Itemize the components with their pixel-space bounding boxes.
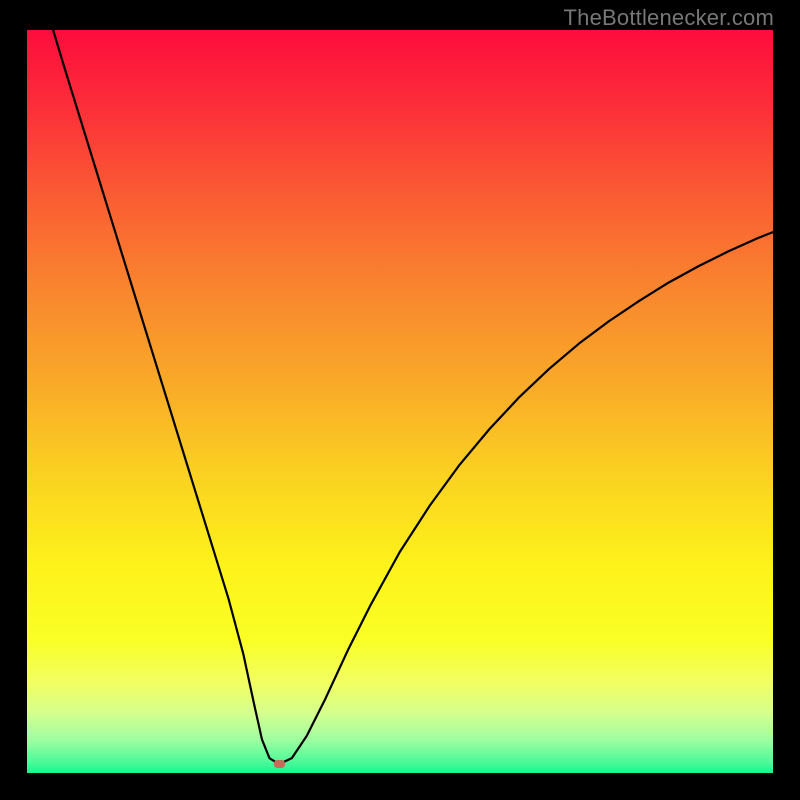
bottleneck-curve xyxy=(53,30,773,764)
chart-container: TheBottlenecker.com xyxy=(0,0,800,800)
bottleneck-curve-svg xyxy=(0,0,800,800)
optimum-marker xyxy=(274,760,285,768)
watermark-text: TheBottlenecker.com xyxy=(564,5,774,31)
